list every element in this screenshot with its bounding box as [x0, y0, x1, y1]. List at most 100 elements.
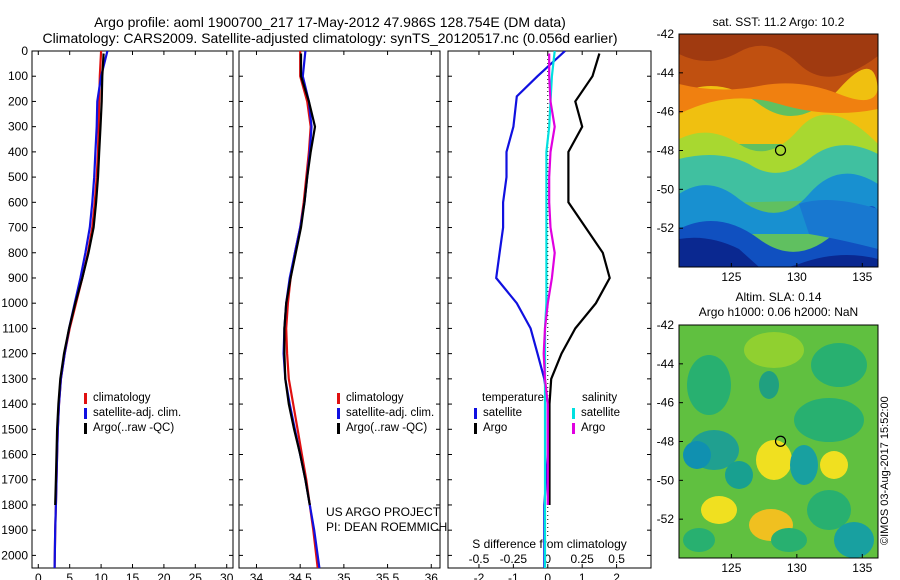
diff-legend-temperature: temperature satellite Argo [474, 391, 544, 436]
x-tick-label: 34 [250, 571, 264, 580]
series-line-climatology [285, 51, 319, 568]
temperature-panel: 0100200300400500600700800900100011001200… [1, 44, 233, 580]
x2-tick-label: 0 [544, 552, 551, 566]
x-tick-label: -1 [508, 571, 519, 580]
x-tick-label: 135 [852, 561, 872, 575]
legend-argo: Argo(..raw -QC) [346, 422, 428, 434]
x-tick-label: 5 [66, 571, 73, 580]
y-tick-label: 800 [8, 246, 28, 260]
y-tick-label: 100 [8, 69, 28, 83]
x-tick-label: 10 [94, 571, 108, 580]
y-tick-label: -42 [657, 27, 675, 41]
y-tick-label: 1000 [1, 296, 28, 310]
y-tick-label: -44 [657, 66, 675, 80]
project-note-line1: US ARGO PROJECT [326, 505, 441, 519]
x-tick-label: 0 [544, 571, 551, 580]
y-tick-label: 1500 [1, 422, 28, 436]
x-tick-label: 0 [35, 571, 42, 580]
project-note: US ARGO PROJECT PI: DEAN ROEMMICH [326, 505, 447, 535]
x-tick-label: 35.5 [376, 571, 400, 580]
sla_map-axes: 125 130 135 -42 -44 -46 -48 -50 -52 [657, 318, 873, 575]
sst_map-axes: 125 130 135 -42 -44 -46 -48 -50 -52 [657, 27, 873, 284]
y-tick-label: -50 [657, 182, 675, 196]
legend-s-argo: Argo [581, 422, 606, 434]
satellite-swatch [337, 408, 340, 419]
legend-t-argo: Argo [483, 422, 508, 434]
y-tick-label: 1700 [1, 473, 28, 487]
sla-map-title-line1: Altim. SLA: 0.14 [735, 290, 822, 304]
x-tick-label: 15 [126, 571, 140, 580]
y-tick-label: 1200 [1, 347, 28, 361]
legend-satellite-adj: satellite-adj. clim. [93, 407, 182, 419]
x-tick-label: 25 [189, 571, 203, 580]
y-tick-label: 1800 [1, 498, 28, 512]
series-line-temperature-argo [548, 53, 611, 505]
salinity-legend: climatology satellite-adj. clim. Argo(..… [337, 391, 434, 436]
y-tick-label: -46 [657, 396, 675, 410]
legend-t-satellite: satellite [483, 407, 522, 419]
y-tick-label: 600 [8, 195, 28, 209]
temperature-legend: climatology satellite-adj. clim. Argo(..… [84, 391, 181, 436]
series-line-salinity-satellite [543, 51, 556, 568]
y-tick-label: 2000 [1, 548, 28, 562]
y-tick-label: 1400 [1, 397, 28, 411]
project-note-line2: PI: DEAN ROEMMICH [326, 520, 448, 534]
x-tick-label: 125 [721, 561, 741, 575]
x2-axis-label: S difference from climatology [472, 537, 627, 551]
sst-map [678, 33, 879, 268]
y-tick-label: -52 [657, 512, 675, 526]
x-tick-label: 34.5 [288, 571, 312, 580]
difference-frame [447, 50, 652, 569]
figure-title-line1: Argo profile: aoml 1900700_217 17-May-20… [94, 14, 566, 30]
x-tick-label: 130 [787, 270, 807, 284]
x-tick-label: 1 [579, 571, 586, 580]
sat-salinity-swatch [572, 408, 575, 419]
legend-satellite-adj: satellite-adj. clim. [346, 407, 435, 419]
x-tick-label: 135 [852, 270, 872, 284]
figure-title-line2: Climatology: CARS2009. Satellite-adjuste… [42, 30, 618, 46]
legend-salinity-heading: salinity [582, 392, 618, 404]
legend-s-satellite: satellite [581, 407, 620, 419]
sst-map-title: sat. SST: 11.2 Argo: 10.2 [712, 15, 845, 29]
x2-tick-label: 0.25 [571, 552, 595, 566]
imos-credit: ©IMOS 03-Aug-2017 15:52:00 [879, 396, 891, 545]
y-tick-label: -50 [657, 473, 675, 487]
legend-climatology: climatology [93, 392, 151, 404]
difference-panel: -2-1012T difference from climatology-0.5… [447, 50, 652, 580]
y-tick-label: 900 [8, 271, 28, 285]
x-tick-label: 130 [787, 561, 807, 575]
y-tick-label: -48 [657, 144, 675, 158]
satellite-swatch [84, 408, 87, 419]
legend-temperature-heading: temperature [482, 392, 545, 404]
series-line-argo-raw-qc- [283, 53, 317, 506]
y-tick-label: 400 [8, 145, 28, 159]
climatology-swatch [337, 393, 340, 404]
argo-swatch [84, 423, 87, 434]
diff-legend-salinity: salinity satellite Argo [572, 391, 620, 436]
legend-argo: Argo(..raw -QC) [93, 422, 175, 434]
satellite-swatch [474, 408, 477, 419]
float-location-marker [774, 435, 787, 447]
x-tick-label: 35 [337, 571, 351, 580]
y-tick-label: 1600 [1, 448, 28, 462]
y-tick-label: 700 [8, 221, 28, 235]
sla-map-title-line2: Argo h1000: 0.06 h2000: NaN [698, 305, 859, 319]
argo-swatch [474, 423, 477, 434]
legend-climatology: climatology [346, 392, 404, 404]
argo-salinity-swatch [572, 423, 575, 434]
y-tick-label: -44 [657, 357, 675, 371]
climatology-swatch [84, 393, 87, 404]
series-line-argo-raw-qc- [54, 53, 105, 506]
x-tick-label: 125 [721, 270, 741, 284]
sla-map [678, 324, 879, 559]
y-tick-label: -42 [657, 318, 675, 332]
y-tick-label: 1300 [1, 372, 28, 386]
salinity-frame [238, 50, 441, 569]
y-tick-label: 1100 [2, 321, 28, 335]
x-tick-label: 2 [613, 571, 620, 580]
argo-swatch [337, 423, 340, 434]
x-tick-label: -2 [474, 571, 485, 580]
temperature-frame [31, 50, 234, 569]
